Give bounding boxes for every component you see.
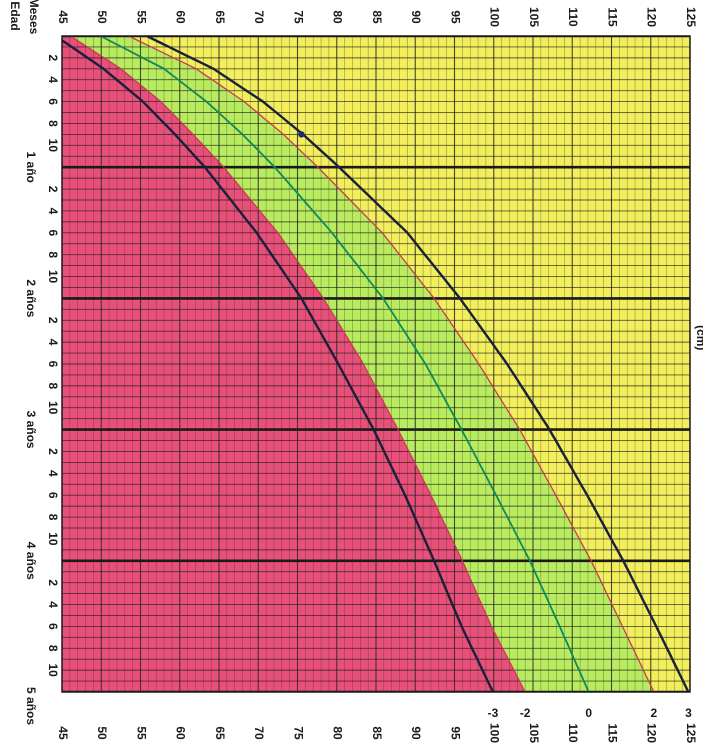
tick-label-bottom: 100 (488, 723, 502, 743)
month-tick-label: 10 (46, 663, 60, 677)
curve-z2 (128, 36, 655, 692)
month-tick-label: 6 (46, 623, 60, 630)
curve-z3 (146, 36, 690, 692)
year-label: 3 años (24, 411, 38, 449)
month-tick-label: 2 (46, 186, 60, 193)
unit-label: (cm) (694, 325, 703, 350)
chart-marks (61, 35, 691, 693)
tick-label-bottom: 70 (252, 726, 266, 740)
tick-label-top: 105 (527, 7, 541, 27)
tick-label-top: 55 (134, 10, 148, 24)
month-tick-label: 8 (46, 383, 60, 390)
tick-label-bottom: 55 (134, 726, 148, 740)
month-tick-label: 10 (46, 401, 60, 415)
tick-label-top: 50 (95, 10, 109, 24)
month-tick-label: 4 (46, 208, 60, 215)
month-tick-label: 8 (46, 645, 60, 652)
month-tick-label: 8 (46, 251, 60, 258)
month-tick-label: 4 (46, 601, 60, 608)
tick-label-top: 110 (566, 7, 580, 27)
tick-label-top: 70 (252, 10, 266, 24)
tick-label-bottom: 50 (95, 726, 109, 740)
axis-label-edad: Edad (8, 1, 22, 30)
month-tick-label: 2 (46, 448, 60, 455)
tick-label-bottom: 105 (527, 723, 541, 743)
zscore-label: 0 (585, 706, 592, 720)
chart-grid (62, 36, 690, 692)
growth-curves (62, 36, 690, 692)
month-tick-label: 6 (46, 361, 60, 368)
tick-label-top: 80 (331, 10, 345, 24)
month-tick-label: 2 (46, 579, 60, 586)
tick-label-bottom: 80 (331, 726, 345, 740)
year-label: 1 año (24, 152, 38, 183)
axis-label-meses: Meses (27, 0, 41, 35)
curve-z-3 (62, 38, 495, 692)
tick-label-bottom: 125 (684, 723, 698, 743)
tick-label-top: 125 (684, 7, 698, 27)
tick-label-bottom: 110 (566, 723, 580, 743)
data-point (298, 131, 305, 138)
month-tick-label: 10 (46, 532, 60, 546)
axis-labels: 4545505055556060656570707575808085859090… (8, 0, 703, 743)
month-tick-label: 6 (46, 98, 60, 105)
month-tick-label: 10 (46, 270, 60, 284)
tick-label-bottom: 65 (213, 726, 227, 740)
tick-label-top: 85 (370, 10, 384, 24)
year-label: 2 años (24, 279, 38, 317)
tick-label-top: 115 (605, 7, 619, 27)
curve-z-2 (70, 36, 526, 692)
tick-label-top: 95 (448, 10, 462, 24)
tick-label-top: 75 (291, 10, 305, 24)
tick-label-bottom: 95 (448, 726, 462, 740)
month-tick-label: 4 (46, 339, 60, 346)
month-tick-label: 8 (46, 514, 60, 521)
month-tick-label: 4 (46, 76, 60, 83)
month-tick-label: 4 (46, 470, 60, 477)
tick-label-bottom: 75 (291, 726, 305, 740)
month-tick-label: 10 (46, 139, 60, 153)
tick-label-bottom: 90 (409, 726, 423, 740)
tick-label-top: 100 (488, 7, 502, 27)
tick-label-top: 45 (56, 10, 70, 24)
tick-label-top: 60 (174, 10, 188, 24)
month-tick-label: 6 (46, 492, 60, 499)
tick-label-bottom: 60 (174, 726, 188, 740)
tick-label-top: 90 (409, 10, 423, 24)
month-tick-label: 8 (46, 120, 60, 127)
zscore-label: -2 (520, 706, 531, 720)
tick-label-bottom: 115 (605, 723, 619, 743)
zscore-label: -3 (488, 706, 499, 720)
month-tick-label: 2 (46, 55, 60, 62)
year-label: 5 años (24, 687, 38, 725)
month-tick-label: 2 (46, 317, 60, 324)
curve-z0 (100, 36, 590, 692)
tick-label-bottom: 85 (370, 726, 384, 740)
zscore-label: 3 (685, 706, 692, 720)
plot-frame (61, 35, 691, 693)
month-tick-label: 6 (46, 229, 60, 236)
zscore-label: 2 (651, 706, 658, 720)
tick-label-top: 120 (645, 7, 659, 27)
tick-label-top: 65 (213, 10, 227, 24)
year-label: 4 años (24, 542, 38, 580)
tick-label-bottom: 120 (645, 723, 659, 743)
tick-label-bottom: 45 (56, 726, 70, 740)
